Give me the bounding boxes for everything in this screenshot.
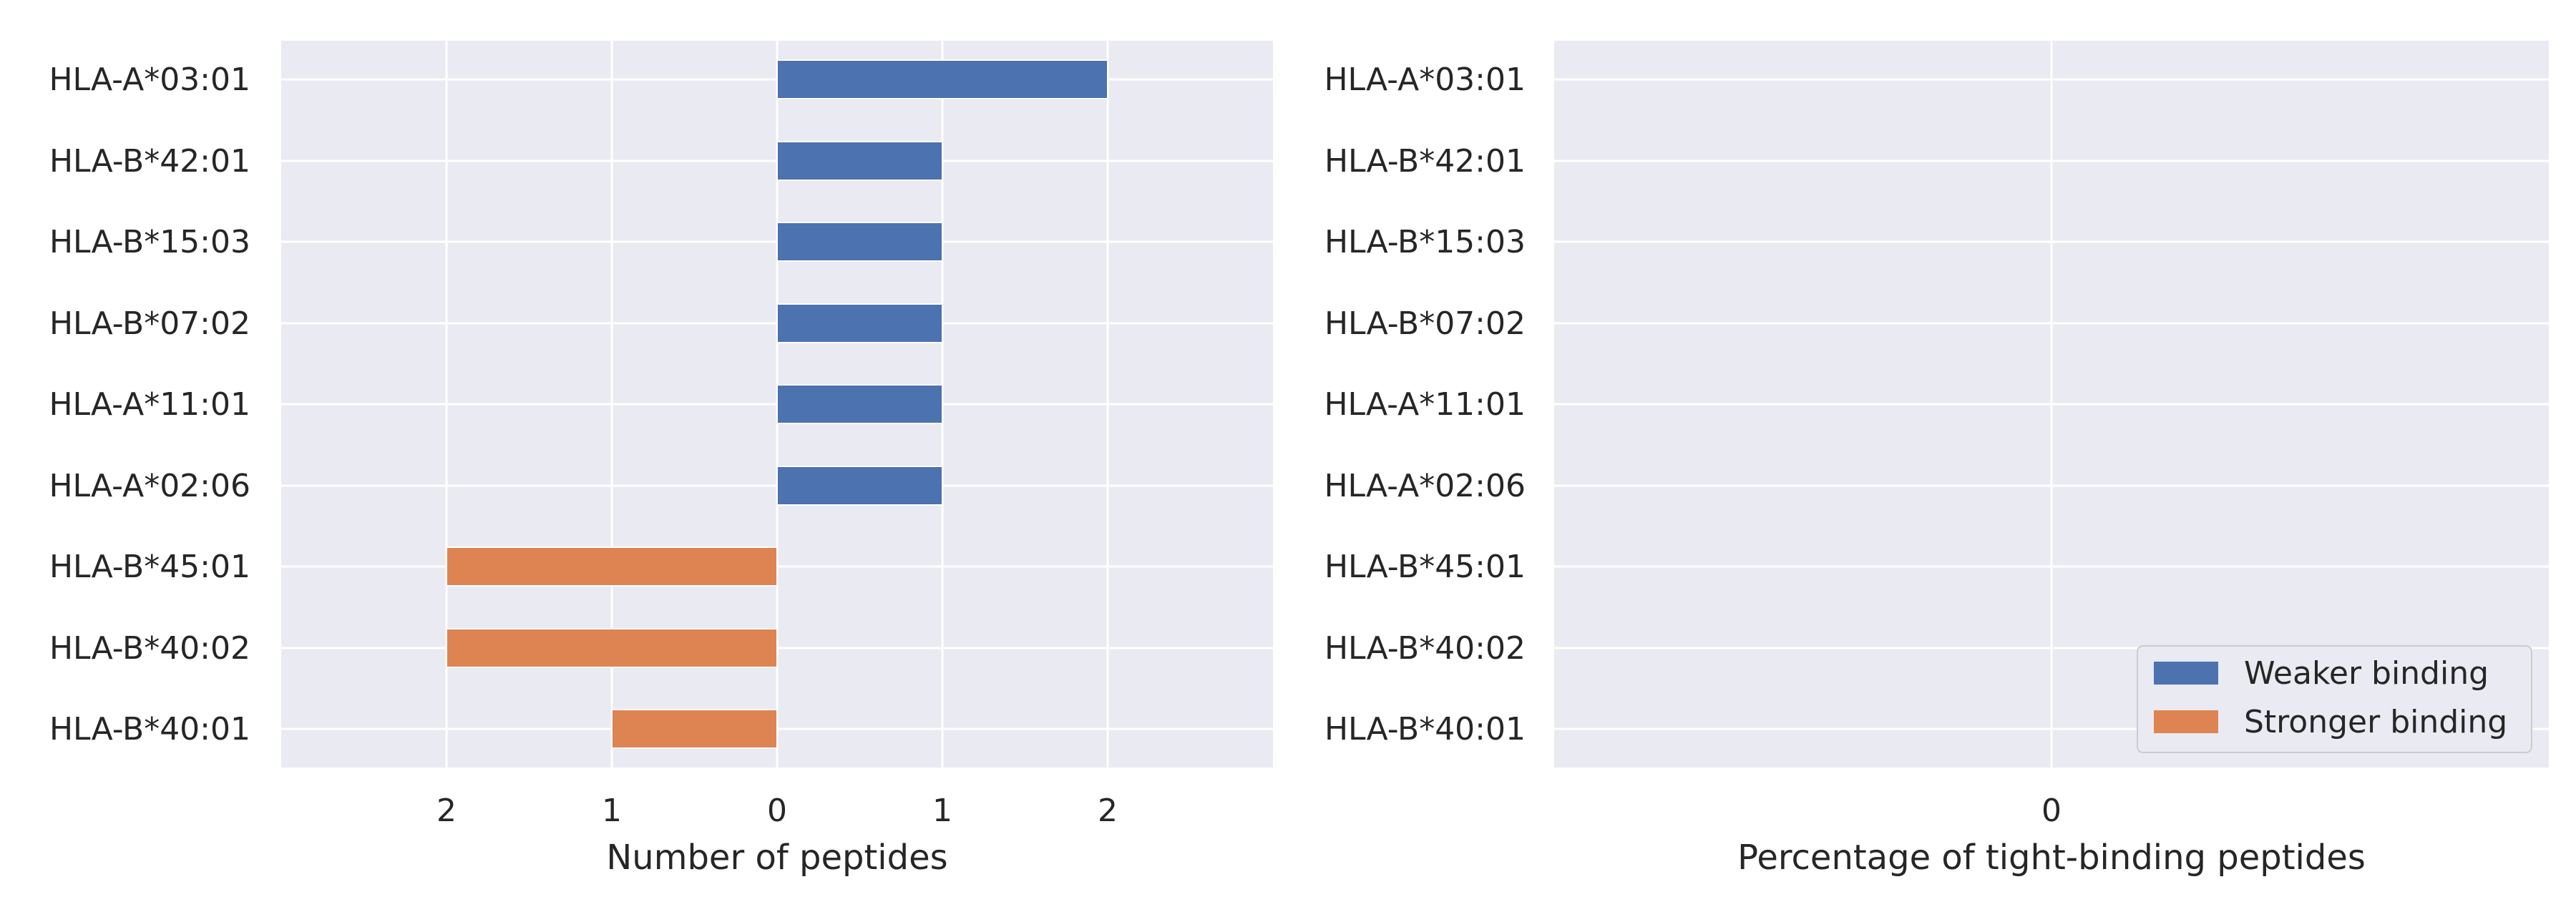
x-tick-label: 1 [602, 793, 622, 829]
left-x-axis-label: Number of peptides [606, 838, 947, 878]
right-gridlines [1554, 41, 2549, 768]
legend-swatch-stronger [2154, 710, 2218, 733]
bar-weaker [776, 59, 1108, 99]
y-tick-label: HLA-A*03:01 [49, 62, 250, 98]
bar-stronger [611, 709, 778, 749]
x-tick-label: 2 [436, 793, 457, 829]
right-x-tick-labels: 0 [2041, 793, 2062, 829]
y-tick-label: HLA-A*02:06 [49, 468, 250, 504]
y-tick-label: HLA-B*40:02 [1324, 630, 1526, 667]
y-tick-label: HLA-A*11:01 [49, 386, 250, 423]
x-tick-label: 2 [1098, 793, 1118, 829]
y-tick-label: HLA-B*15:03 [1324, 224, 1526, 260]
y-tick-label: HLA-A*02:06 [1324, 468, 1526, 504]
y-tick-label: HLA-A*11:01 [1324, 386, 1526, 423]
right-y-tick-labels: HLA-A*03:01 HLA-B*42:01 HLA-B*15:03 HLA-B*0… [1324, 62, 1526, 747]
legend-box [2137, 645, 2532, 753]
y-tick-label: HLA-B*42:01 [1324, 143, 1526, 180]
left-panel: HLA-A*03:01 HLA-B*42:01 HLA-B*15:03 HLA-B*0… [49, 41, 1273, 878]
y-tick-label: HLA-B*40:02 [49, 630, 250, 667]
legend-label-stronger: Stronger binding [2244, 704, 2507, 740]
left-x-tick-labels: 2 1 0 1 2 [436, 793, 1118, 829]
bar-stronger [446, 546, 778, 587]
y-tick-label: HLA-B*42:01 [49, 143, 250, 180]
bar-weaker [776, 303, 943, 343]
right-x-axis-label: Percentage of tight-binding peptides [1737, 838, 2366, 878]
x-tick-label: 0 [767, 793, 787, 829]
legend-swatch-weaker [2154, 662, 2218, 685]
legend-label-weaker: Weaker binding [2244, 655, 2489, 692]
y-tick-label: HLA-B*45:01 [49, 549, 250, 585]
bar-weaker [776, 466, 943, 506]
y-tick-label: HLA-B*40:01 [1324, 711, 1526, 747]
left-bars [446, 59, 1108, 749]
y-tick-label: HLA-A*03:01 [1324, 62, 1526, 98]
y-tick-label: HLA-B*15:03 [49, 224, 250, 260]
x-tick-label: 0 [2041, 793, 2062, 829]
bar-stronger [446, 628, 778, 668]
bar-weaker [776, 384, 943, 424]
legend: Weaker binding Stronger binding [2137, 645, 2532, 753]
y-tick-label: HLA-B*07:02 [1324, 305, 1526, 342]
x-tick-label: 1 [932, 793, 952, 829]
y-tick-label: HLA-B*40:01 [49, 711, 250, 747]
left-y-tick-labels: HLA-A*03:01 HLA-B*42:01 HLA-B*15:03 HLA-B*0… [49, 62, 250, 747]
bar-weaker [776, 141, 943, 181]
bar-weaker [776, 222, 943, 262]
right-panel: HLA-A*03:01 HLA-B*42:01 HLA-B*15:03 HLA-B*0… [1324, 41, 2549, 878]
y-tick-label: HLA-B*45:01 [1324, 549, 1526, 585]
y-tick-label: HLA-B*07:02 [49, 305, 250, 342]
